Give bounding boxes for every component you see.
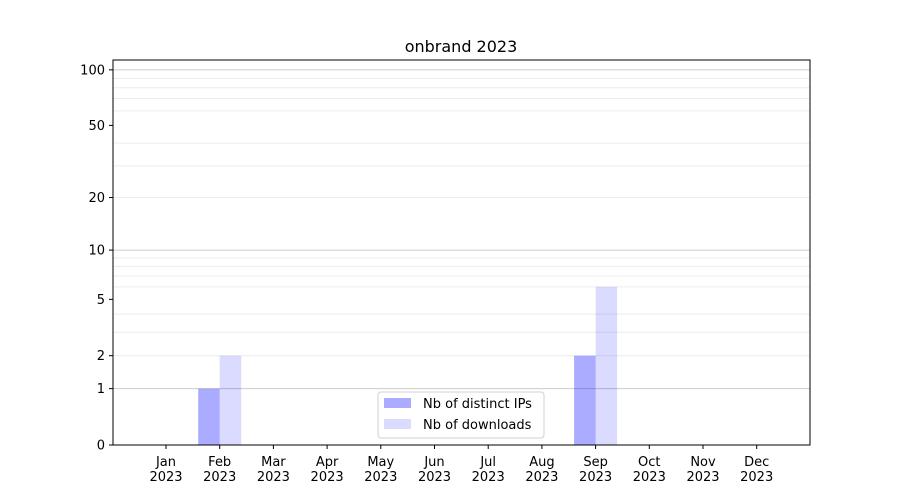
plot-frame [112,59,811,446]
x-tick-label: 2023 [257,470,290,485]
y-tick-label: 20 [88,191,105,206]
y-tick-label: 50 [88,119,105,134]
x-tick-label: Oct [638,455,660,470]
x-tick-label: Jul [479,455,496,470]
bar-distinct-ips [574,355,596,445]
x-tick-label: Aug [529,455,554,470]
x-tick-label: Jan [155,455,176,470]
y-tick-label: 10 [88,244,105,259]
x-tick-label: Nov [690,455,716,470]
x-tick-label: Mar [261,455,286,470]
legend-label: Nb of distinct IPs [423,397,532,412]
x-tick-label: Feb [208,455,231,470]
x-tick-label: 2023 [203,470,236,485]
y-tick-label: 100 [80,63,105,78]
x-tick-label: 2023 [364,470,397,485]
x-tick-label: Sep [583,455,608,470]
x-tick-label: Dec [744,455,769,470]
x-tick-label: 2023 [740,470,773,485]
x-tick-label: 2023 [418,470,451,485]
y-tick-label: 2 [97,349,105,364]
legend-label: Nb of downloads [423,418,532,433]
y-tick-label: 5 [97,293,105,308]
y-tick-label: 0 [97,439,105,454]
chart-title: onbrand 2023 [405,37,518,56]
x-tick-label: 2023 [472,470,505,485]
x-tick-label: 2023 [633,470,666,485]
x-tick-label: 2023 [579,470,612,485]
grid [113,69,810,390]
y-tick-label: 1 [97,382,105,397]
x-tick-label: Apr [316,455,339,470]
legend-swatch [384,419,411,429]
x-tick-label: 2023 [311,470,344,485]
x-tick-label: May [367,455,394,470]
x-tick-label: 2023 [525,470,558,485]
bar-downloads [595,286,618,445]
legend-frame [377,391,545,439]
x-tick-label: 2023 [686,470,719,485]
x-axis: Jan2023Feb2023Mar2023Apr2023May2023Jun20… [149,445,773,485]
legend-swatch [384,398,411,408]
legend: Nb of distinct IPs Nb of downloads [377,391,545,439]
bar-distinct-ips [198,388,220,445]
bars [198,286,618,445]
x-tick-label: 2023 [149,470,182,485]
x-tick-label: Jun [423,455,444,470]
y-axis: 0 1 2 5 10 20 50 100 [80,63,113,454]
bar-downloads [219,355,242,445]
